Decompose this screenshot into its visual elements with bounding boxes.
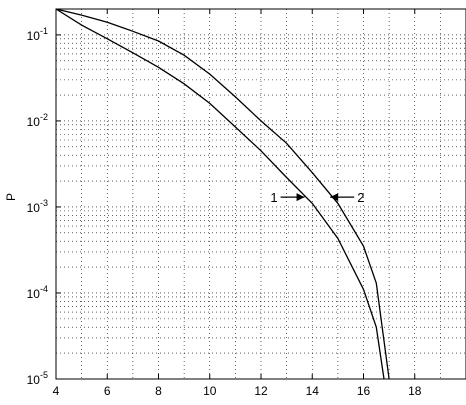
grid [56,9,466,379]
x-tick-label: 14 [306,384,320,398]
x-tick-label: 16 [357,384,371,398]
annotation-label: 1 [270,190,277,205]
series-line-2 [55,8,390,380]
x-axis: 4 6 8 10 12 14 16 18 [53,9,422,398]
x-tick-label: 8 [155,384,162,398]
x-tick-label: 18 [408,384,422,398]
y-tick-label: 10-3 [27,198,48,215]
x-tick-label: 10 [203,384,217,398]
x-tick-label: 12 [254,384,268,398]
y-tick-label: 10-4 [27,284,48,301]
y-axis: 10-1 10-2 10-3 10-4 10-5 [27,26,61,387]
x-tick-label: 4 [53,384,60,398]
y-tick-label: 10-2 [27,112,48,129]
y-axis-label: P [4,193,18,201]
annotation-arrowhead [296,193,305,202]
annotation-arrowhead [330,193,339,202]
series-group [55,8,390,380]
series-line-1 [55,8,385,380]
y-tick-label: 10-1 [27,26,48,43]
annotation-label: 2 [357,190,364,205]
x-tick-label: 6 [104,384,111,398]
y-tick-label: 10-5 [27,370,48,387]
